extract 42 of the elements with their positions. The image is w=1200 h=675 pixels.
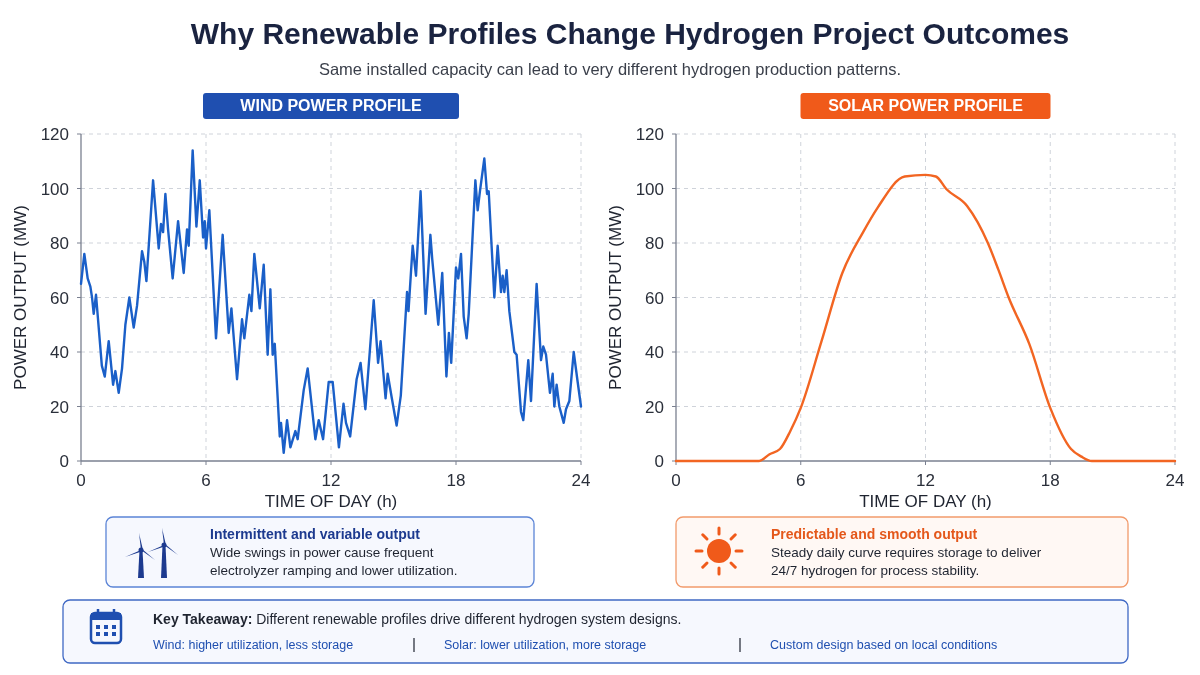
x-tick-label: 24 xyxy=(1165,471,1185,490)
x-tick-label: 12 xyxy=(916,471,935,490)
x-axis-title: TIME OF DAY (h) xyxy=(264,492,398,511)
y-tick-label: 60 xyxy=(50,288,69,308)
y-tick-label: 80 xyxy=(50,234,69,253)
y-tick-label: 0 xyxy=(59,452,69,471)
text: Wide swings in power cause frequent electrolyzer ramping and lower utilization. xyxy=(210,545,458,578)
text: Predictable and smooth output xyxy=(771,526,978,542)
y-tick-label: 120 xyxy=(40,125,69,144)
x-axis-title: TIME OF DAY (h) xyxy=(859,492,992,511)
y-tick-label: 60 xyxy=(645,288,664,308)
y-tick-label: 100 xyxy=(40,179,69,199)
text: Steady daily curve requires storage to deliver 24/7 hydrogen for process stability. xyxy=(771,545,1042,578)
y-tick-label: 40 xyxy=(50,343,69,362)
x-tick-label: 6 xyxy=(201,471,211,490)
x-tick-label: 24 xyxy=(571,471,591,490)
x-tick-label: 18 xyxy=(1040,471,1060,490)
text: Key Takeaway: xyxy=(153,611,253,627)
text: Solar: lower utilization, more storage xyxy=(444,638,647,652)
y-axis-title: POWER OUTPUT (MW) xyxy=(606,205,625,390)
y-tick-label: 40 xyxy=(645,343,664,362)
x-tick-label: 12 xyxy=(321,471,341,490)
y-tick-label: 20 xyxy=(645,397,664,417)
x-tick-label: 6 xyxy=(796,471,806,490)
text: Different renewable profiles drive different hydrogen system designs. xyxy=(252,611,682,627)
x-tick-label: 0 xyxy=(76,471,86,490)
y-axis-title: POWER OUTPUT (MW) xyxy=(11,205,30,390)
y-tick-label: 80 xyxy=(645,234,664,253)
line-series xyxy=(79,149,583,455)
text: Same installed capacity can lead to very different hydrogen production patterns. xyxy=(318,60,902,78)
y-tick-label: 100 xyxy=(635,179,664,199)
y-tick-label: 20 xyxy=(50,397,69,417)
y-tick-label: 0 xyxy=(654,452,664,471)
text: Why Renewable Profiles Change Hydrogen Project Outcomes xyxy=(190,17,1070,50)
chart-title: WIND POWER PROFILE xyxy=(240,97,422,114)
x-tick-label: 18 xyxy=(446,471,466,490)
text: Custom design based on local conditions xyxy=(770,638,998,652)
chart-title: SOLAR POWER PROFILE xyxy=(828,97,1024,114)
text: Intermittent and variable output xyxy=(210,526,421,542)
x-tick-label: 0 xyxy=(671,471,681,490)
text: Wind: higher utilization, less storage xyxy=(153,638,354,652)
y-tick-label: 120 xyxy=(635,125,664,144)
